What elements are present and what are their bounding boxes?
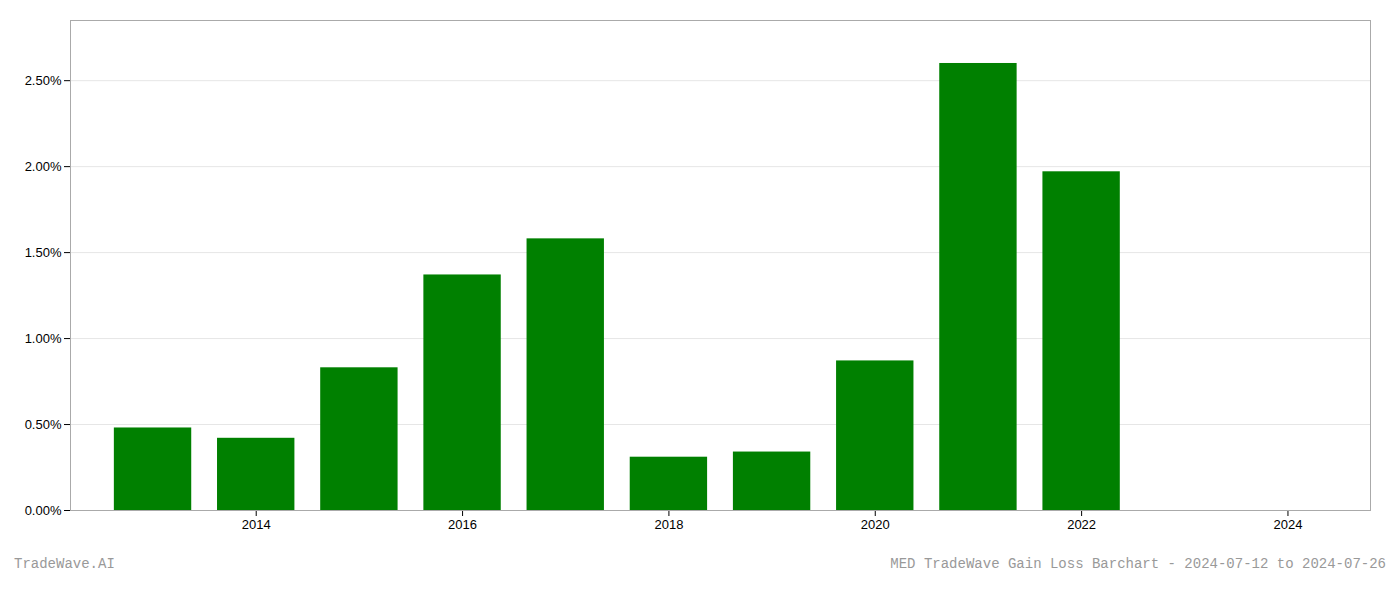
svg-text:2024: 2024 (1273, 517, 1302, 532)
svg-text:1.50%: 1.50% (25, 245, 62, 260)
svg-text:2022: 2022 (1067, 517, 1096, 532)
svg-text:2016: 2016 (448, 517, 477, 532)
html-text:TradeWave.AI: TradeWave.AI (14, 556, 115, 572)
svg-text:2018: 2018 (654, 517, 683, 532)
svg-text:0.00%: 0.00% (25, 503, 62, 518)
svg-text:2.50%: 2.50% (25, 73, 62, 88)
svg-text:2.00%: 2.00% (25, 159, 62, 174)
svg-text:1.00%: 1.00% (25, 331, 62, 346)
svg-text:0.50%: 0.50% (25, 417, 62, 432)
svg-text:2020: 2020 (861, 517, 890, 532)
svg-text:2014: 2014 (242, 517, 271, 532)
html-text:MED TradeWave Gain Loss Barcha: MED TradeWave Gain Loss Barchart - 2024-… (890, 556, 1386, 572)
